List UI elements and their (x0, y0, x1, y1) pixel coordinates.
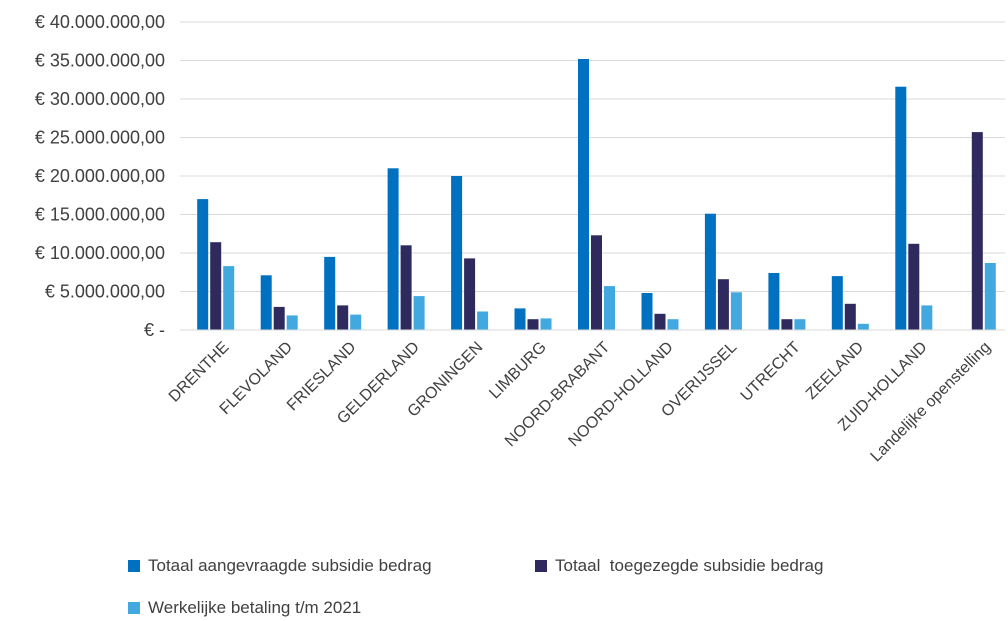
bar-series-2 (400, 245, 412, 330)
legend-swatch-series-1 (128, 560, 140, 572)
bar-series-3 (286, 315, 298, 330)
legend-swatch-series-3 (128, 602, 140, 614)
y-tick-label: € 10.000.000,00 (35, 243, 165, 263)
bar-series-1 (197, 199, 209, 330)
bar-series-2 (527, 319, 539, 330)
bar-series-3 (477, 311, 489, 330)
y-tick-label: € 25.000.000,00 (35, 128, 165, 148)
y-axis-tick-labels: € - € 5.000.000,00 € 10.000.000,00 € 15.000… (35, 12, 165, 340)
bar-series-3 (857, 323, 869, 330)
bar-series-1 (641, 293, 653, 330)
x-axis-tick-labels: DRENTHEFLEVOLANDFRIESLANDGELDERLANDGRONI… (166, 339, 994, 466)
bar-series-2 (844, 303, 856, 330)
y-tick-label: € 35.000.000,00 (35, 51, 165, 71)
x-tick-label: UTRECHT (738, 339, 804, 405)
legend-swatch-series-2 (535, 560, 547, 572)
x-tick-label: Landelijke openstelling (868, 339, 995, 466)
bar-series-3 (223, 266, 235, 330)
bars (197, 59, 996, 330)
legend-item-series-1: Totaal aangevraagde subsidie bedrag (128, 556, 432, 576)
bar-series-1 (387, 168, 399, 330)
bar-series-2 (654, 313, 666, 330)
x-tick-label: LIMBURG (486, 339, 550, 403)
legend-item-series-2: Totaal toegezegde subsidie bedrag (535, 556, 823, 576)
bar-series-1 (895, 86, 907, 330)
bar-series-3 (350, 314, 362, 330)
bar-series-2 (210, 242, 222, 330)
legend-label-series-2: Totaal toegezegde subsidie bedrag (555, 556, 824, 575)
y-tick-label: € 40.000.000,00 (35, 12, 165, 32)
bar-series-2 (273, 306, 285, 330)
bar-series-3 (730, 292, 742, 330)
legend-item-series-3: Werkelijke betaling t/m 2021 (128, 598, 361, 618)
bar-series-3 (540, 318, 552, 330)
bar-series-2 (908, 243, 920, 330)
bar-series-1 (451, 176, 463, 330)
bar-series-3 (921, 305, 933, 330)
y-tick-label: € 15.000.000,00 (35, 205, 165, 225)
y-tick-label: € 30.000.000,00 (35, 89, 165, 109)
bar-series-3 (667, 319, 679, 330)
x-tick-label: DRENTHE (166, 339, 233, 406)
bar-series-2 (337, 305, 349, 330)
bar-series-2 (971, 132, 983, 330)
x-tick-label: NOORD-BRABANT (502, 339, 613, 450)
bar-series-2 (781, 319, 793, 330)
bar-series-3 (604, 286, 615, 330)
bar-chart-plot: € - € 5.000.000,00 € 10.000.000,00 € 15.000… (35, 12, 1005, 466)
y-tick-label: € 5.000.000,00 (45, 282, 165, 302)
x-tick-label: ZEELAND (803, 339, 867, 403)
bar-series-2 (464, 258, 476, 330)
bar-series-1 (260, 275, 272, 330)
bar-series-1 (704, 213, 716, 330)
legend-label-series-3: Werkelijke betaling t/m 2021 (148, 598, 362, 617)
bar-series-1 (514, 308, 526, 330)
bar-series-2 (591, 235, 602, 330)
x-tick-label: NOORD-HOLLAND (565, 339, 676, 450)
bar-series-1 (578, 59, 589, 330)
y-tick-label: € 20.000.000,00 (35, 166, 165, 186)
bar-series-3 (794, 319, 806, 330)
y-tick-label: € - (144, 320, 165, 340)
bar-series-3 (413, 296, 425, 330)
gridlines (180, 21, 1005, 292)
bar-series-2 (717, 279, 729, 330)
bar-series-3 (984, 263, 996, 330)
bar-series-1 (768, 273, 780, 330)
bar-series-1 (831, 276, 843, 330)
legend-label-series-1: Totaal aangevraagde subsidie bedrag (148, 556, 432, 575)
bar-series-1 (324, 256, 336, 330)
